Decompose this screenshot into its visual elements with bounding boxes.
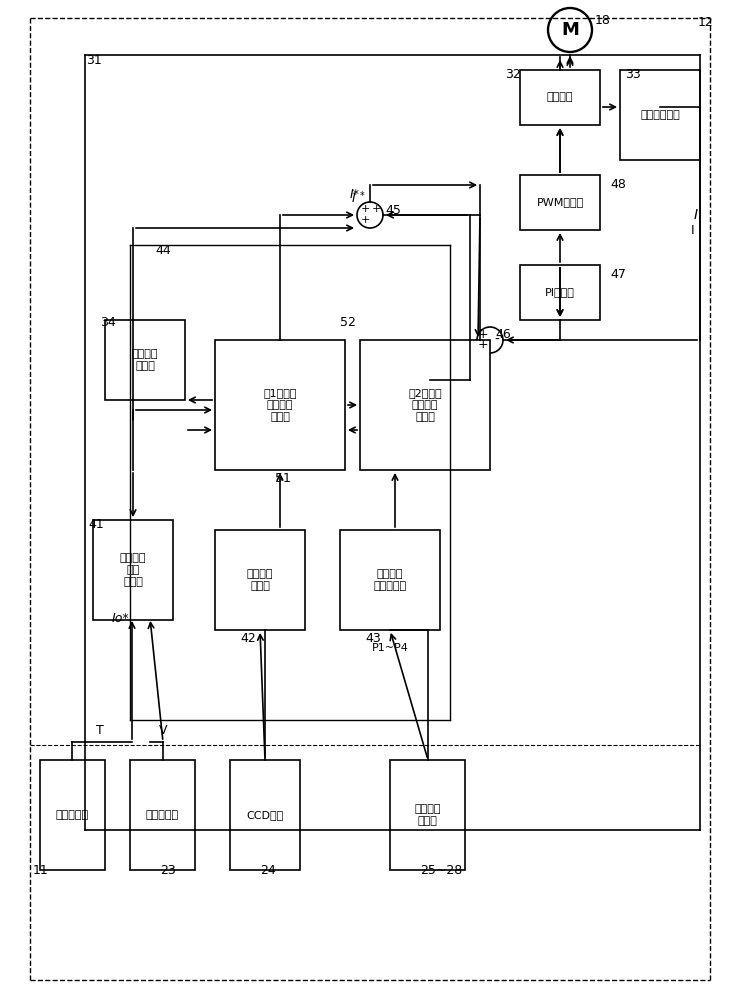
Text: I*: I*: [350, 188, 360, 202]
FancyBboxPatch shape: [620, 70, 700, 160]
Text: 51: 51: [275, 472, 291, 485]
FancyBboxPatch shape: [93, 520, 173, 620]
Text: 42: 42: [240, 632, 256, 645]
Text: 非易失性
存储器: 非易失性 存储器: [132, 349, 158, 371]
Text: P1~P4: P1~P4: [371, 643, 408, 653]
FancyBboxPatch shape: [520, 265, 600, 320]
Text: +: +: [477, 338, 489, 352]
FancyBboxPatch shape: [130, 760, 195, 870]
Text: I: I: [692, 224, 694, 236]
Text: 空气压力
降低判定部: 空气压力 降低判定部: [373, 569, 407, 591]
Text: 45: 45: [385, 204, 401, 217]
Text: 18: 18: [595, 13, 611, 26]
Text: M: M: [561, 21, 579, 39]
Text: 33: 33: [625, 68, 641, 82]
Text: -: -: [494, 333, 500, 347]
Text: 扭矩传感器: 扭矩传感器: [56, 810, 89, 820]
Text: 34: 34: [100, 316, 116, 328]
Text: 车道脱离
判定部: 车道脱离 判定部: [246, 569, 273, 591]
Text: +: +: [360, 204, 370, 214]
Text: 44: 44: [155, 243, 170, 256]
Text: T: T: [96, 724, 104, 736]
FancyBboxPatch shape: [390, 760, 465, 870]
Text: 电流检测电路: 电流检测电路: [640, 110, 680, 120]
Text: 23: 23: [160, 863, 176, 876]
FancyBboxPatch shape: [360, 340, 490, 470]
Text: 52: 52: [340, 316, 356, 328]
FancyBboxPatch shape: [520, 70, 600, 125]
Text: 12: 12: [698, 15, 714, 28]
Text: 25~28: 25~28: [420, 863, 462, 876]
Text: 32: 32: [505, 68, 521, 82]
Text: 第2警告用
振动波形
产生部: 第2警告用 振动波形 产生部: [408, 388, 442, 422]
FancyBboxPatch shape: [215, 340, 345, 470]
Text: 11: 11: [33, 863, 49, 876]
FancyBboxPatch shape: [215, 530, 305, 630]
Text: PI控制部: PI控制部: [545, 288, 575, 298]
Text: 驱动电路: 驱动电路: [547, 93, 573, 103]
Text: I: I: [694, 208, 698, 222]
Text: I: I: [351, 192, 355, 205]
Text: CCD相机: CCD相机: [246, 810, 283, 820]
Text: Io*: Io*: [111, 611, 129, 624]
Text: +: +: [360, 215, 370, 225]
Text: 车速传感器: 车速传感器: [146, 810, 179, 820]
Text: 第1警告用
振动波形
产生部: 第1警告用 振动波形 产生部: [263, 388, 297, 422]
FancyBboxPatch shape: [520, 175, 600, 230]
FancyBboxPatch shape: [105, 320, 185, 400]
Text: 31: 31: [86, 53, 102, 66]
Text: +: +: [477, 328, 489, 342]
Text: *: *: [360, 191, 365, 201]
FancyBboxPatch shape: [230, 760, 300, 870]
Text: +: +: [371, 204, 381, 214]
FancyBboxPatch shape: [340, 530, 440, 630]
Text: V: V: [159, 724, 168, 736]
Text: PWM控制部: PWM控制部: [537, 198, 584, 208]
Text: 47: 47: [610, 268, 626, 282]
Text: 48: 48: [610, 178, 626, 192]
Text: 41: 41: [88, 518, 104, 532]
Text: 43: 43: [365, 632, 381, 645]
Text: 基本目标
电流
设定部: 基本目标 电流 设定部: [120, 553, 146, 587]
Text: 空气压力
传感器: 空气压力 传感器: [414, 804, 441, 826]
FancyBboxPatch shape: [40, 760, 105, 870]
Text: 24: 24: [260, 863, 276, 876]
Text: 46: 46: [495, 328, 511, 342]
